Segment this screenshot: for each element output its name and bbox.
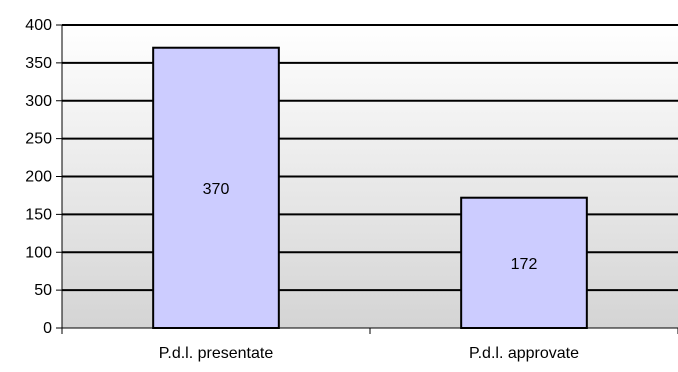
y-tick-label: 350 (25, 55, 52, 72)
bar-2 (460, 196, 588, 329)
axes (56, 24, 678, 334)
y-tick-label: 400 (25, 17, 52, 34)
y-tick-label: 250 (25, 131, 52, 148)
y-tick-label: 150 (25, 206, 52, 223)
y-tick-label: 0 (43, 320, 52, 337)
x-category-label: P.d.l. approvate (469, 345, 579, 362)
bars (152, 46, 588, 329)
y-tick-label: 300 (25, 93, 52, 110)
y-tick-label: 200 (25, 169, 52, 186)
data-labels: 370 172 (203, 181, 538, 273)
data-label: 172 (511, 256, 538, 273)
x-category-labels: P.d.l. presentate P.d.l. approvate (159, 345, 579, 362)
y-tick-labels: 0 50 100 150 200 250 300 350 400 (25, 17, 52, 337)
y-tick-label: 100 (25, 244, 52, 261)
x-category-label: P.d.l. presentate (159, 345, 274, 362)
bar-1 (152, 46, 280, 329)
data-label: 370 (203, 181, 230, 198)
y-tick-label: 50 (34, 282, 52, 299)
